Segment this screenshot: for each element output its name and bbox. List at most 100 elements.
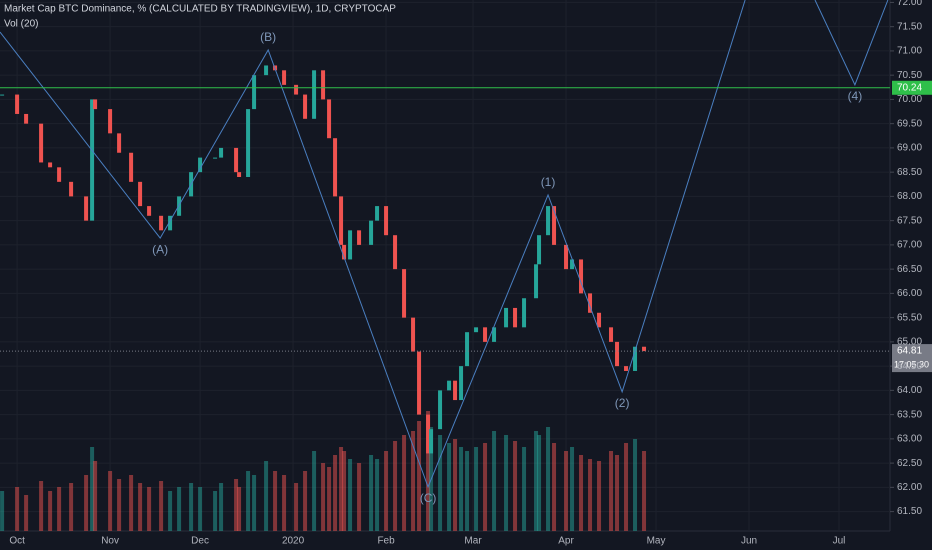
volume-bar xyxy=(39,481,44,531)
volume-bar xyxy=(459,447,464,531)
y-tick-label: 71.50 xyxy=(897,21,922,32)
candle-body xyxy=(159,215,164,231)
volume-bar xyxy=(198,487,203,531)
volume-bar xyxy=(252,475,257,531)
candle-body xyxy=(369,220,374,245)
wave-label: (1) xyxy=(541,175,556,189)
volume-bar xyxy=(417,421,422,531)
wave-line xyxy=(0,0,746,489)
volume-bar xyxy=(465,451,470,531)
volume-layer xyxy=(0,411,647,531)
volume-bar xyxy=(177,487,182,531)
y-tick-label: 68.00 xyxy=(897,191,922,202)
y-tick-label: 62.50 xyxy=(897,458,922,469)
candle-body xyxy=(342,244,347,260)
candle-body xyxy=(564,244,569,270)
y-tick-label: 64.50 xyxy=(897,361,922,372)
candle-body xyxy=(24,113,29,124)
volume-bar xyxy=(189,483,194,531)
candle-body xyxy=(252,75,257,110)
candle-body xyxy=(294,84,299,95)
overlay-layer: 70.24 64.81 17:05:30 xyxy=(0,80,932,373)
volume-bar xyxy=(159,481,164,531)
candle-body xyxy=(504,307,509,328)
volume-bar xyxy=(474,447,479,531)
volume-bar xyxy=(48,491,53,531)
volume-bar xyxy=(168,491,173,531)
volume-bar xyxy=(522,447,527,531)
volume-bar xyxy=(147,487,152,531)
candle-body xyxy=(609,327,614,342)
x-tick-label: Nov xyxy=(101,536,119,547)
volume-bar xyxy=(117,479,122,531)
wave-label: (B) xyxy=(260,30,276,44)
y-tick-label: 71.00 xyxy=(897,46,922,57)
volume-bar xyxy=(579,455,584,531)
candle-body xyxy=(492,327,497,342)
candle-body xyxy=(348,230,353,260)
volume-bar xyxy=(411,431,416,531)
candle-body xyxy=(303,94,308,119)
volume-bar xyxy=(219,483,224,531)
candle-body xyxy=(624,366,629,371)
candle-body xyxy=(138,181,143,207)
chart-title: Market Cap BTC Dominance, % (CALCULATED … xyxy=(4,4,396,15)
volume-bar xyxy=(312,451,317,531)
candle-body xyxy=(93,99,98,110)
candle-body xyxy=(117,133,122,153)
x-tick-label: Apr xyxy=(558,536,574,547)
y-tick-label: 66.00 xyxy=(897,288,922,299)
candle-body xyxy=(537,235,542,265)
candle-body xyxy=(447,380,452,391)
wave-label: (4) xyxy=(848,89,863,103)
volume-bar xyxy=(597,461,602,531)
candle-body xyxy=(483,327,488,342)
candle-body xyxy=(39,123,44,163)
volume-bar xyxy=(375,459,380,531)
candle-body xyxy=(453,380,458,401)
volume-bar xyxy=(237,487,242,531)
y-tick-label: 65.50 xyxy=(897,312,922,323)
volume-bar xyxy=(369,455,374,531)
y-tick-label: 68.50 xyxy=(897,167,922,178)
last-price-label: 64.81 xyxy=(897,346,922,357)
candle-body xyxy=(129,152,134,182)
last-price-tag xyxy=(892,344,932,373)
candle-layer xyxy=(0,65,647,454)
volume-bar xyxy=(303,471,308,531)
candle-body xyxy=(15,94,20,114)
x-tick-label: Mar xyxy=(464,536,482,547)
volume-bar xyxy=(609,451,614,531)
candle-body xyxy=(411,317,416,352)
candle-body xyxy=(327,99,332,139)
candle-body xyxy=(534,264,539,299)
candle-body xyxy=(474,327,479,333)
candle-body xyxy=(597,312,602,328)
x-tick-label: May xyxy=(647,536,666,547)
volume-bar xyxy=(69,483,74,531)
candle-body xyxy=(90,99,95,221)
y-tick-label: 61.50 xyxy=(897,506,922,517)
candle-body xyxy=(438,390,443,430)
volume-bar xyxy=(0,491,5,531)
candle-body xyxy=(168,215,173,231)
volume-bar xyxy=(552,443,557,531)
volume-bar xyxy=(438,435,443,531)
wave-line xyxy=(814,0,889,87)
volume-bar xyxy=(546,427,551,531)
y-tick-label: 67.00 xyxy=(897,240,922,251)
candle-body xyxy=(69,181,74,197)
y-tick-label: 67.50 xyxy=(897,215,922,226)
x-tick-label: Oct xyxy=(9,536,25,547)
volume-bar xyxy=(348,459,353,531)
wave-label: (2) xyxy=(615,396,630,410)
candle-body xyxy=(237,172,242,177)
volume-bar xyxy=(213,491,218,531)
candle-body xyxy=(108,109,113,134)
volume-bar xyxy=(129,475,134,531)
y-tick-label: 69.50 xyxy=(897,118,922,129)
candle-body xyxy=(219,147,224,158)
candle-body xyxy=(321,70,326,100)
volume-bar xyxy=(642,451,647,531)
candle-body xyxy=(642,346,647,352)
